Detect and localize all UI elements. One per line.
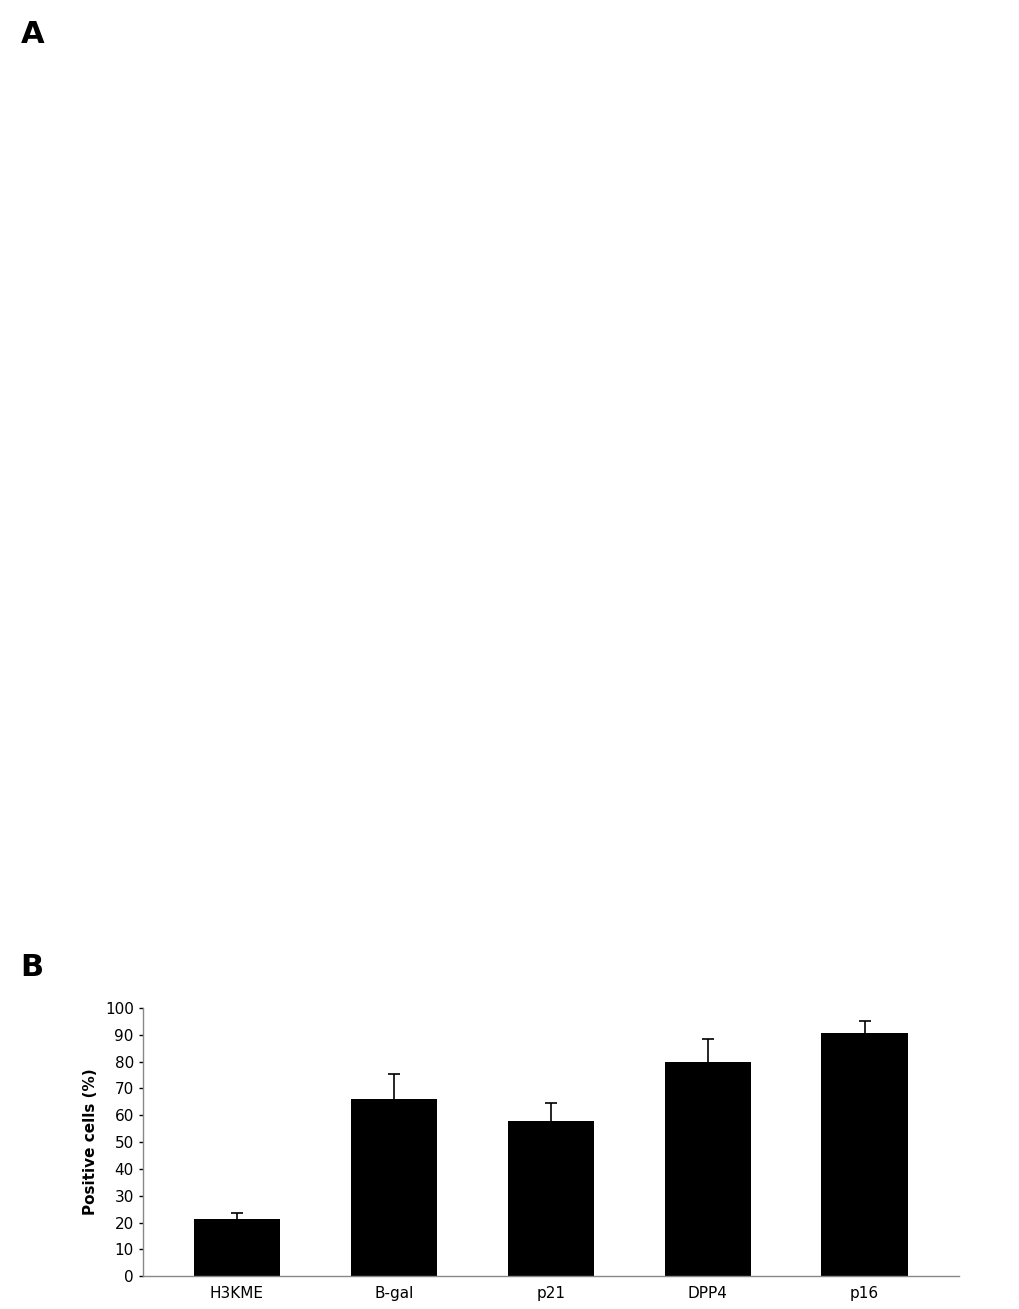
Text: A: A (20, 20, 44, 48)
Bar (664, 1062, 750, 1276)
Bar (194, 1219, 280, 1276)
Bar (820, 1033, 907, 1276)
Bar (351, 1100, 436, 1276)
Text: B: B (20, 953, 44, 982)
Bar (507, 1121, 593, 1276)
Y-axis label: Positive cells (%): Positive cells (%) (83, 1068, 98, 1216)
